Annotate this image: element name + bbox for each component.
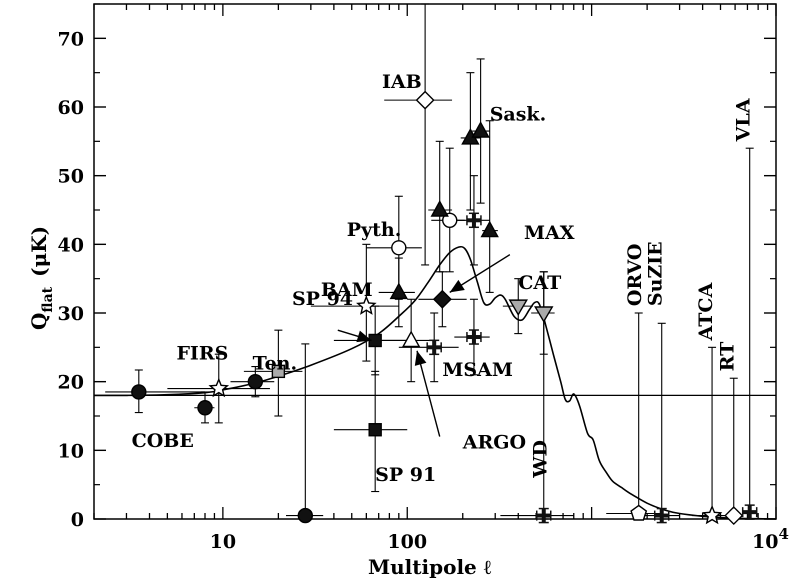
experiment-label: BAM bbox=[321, 279, 373, 301]
cross-marker bbox=[466, 329, 482, 345]
experiment-label: FIRS bbox=[176, 343, 228, 365]
circle-marker bbox=[131, 384, 147, 400]
arrow-head bbox=[414, 350, 427, 366]
plot-frame bbox=[93, 3, 777, 520]
cross-marker-hbar bbox=[466, 335, 481, 340]
x-end-tick-exponent: 4 bbox=[778, 525, 788, 543]
circle-marker bbox=[391, 240, 407, 256]
triangle-marker bbox=[471, 121, 490, 138]
square-marker bbox=[271, 364, 286, 379]
y-tick-label: 10 bbox=[58, 440, 84, 462]
y-axis-label-main: Q bbox=[27, 313, 51, 330]
svg-text:Qflat(μK): Qflat (μK) bbox=[27, 226, 56, 330]
experiment-label: SuZIE bbox=[645, 241, 667, 306]
cross-marker bbox=[741, 504, 758, 520]
x-end-tick-label: 104 bbox=[752, 525, 789, 553]
triangle-down-marker bbox=[534, 306, 554, 323]
y-axis-label: Qflat (μK) bbox=[27, 226, 56, 330]
experiment-label: Pyth. bbox=[347, 219, 402, 241]
triangle-marker bbox=[389, 282, 408, 300]
triangle-marker bbox=[401, 330, 421, 348]
y-tick-label: 0 bbox=[71, 509, 84, 531]
y-tick-label: 50 bbox=[58, 166, 84, 188]
experiment-label: ATCA bbox=[695, 283, 717, 342]
arrow-line bbox=[416, 350, 441, 437]
diamond-marker bbox=[432, 289, 452, 309]
y-tick-label: 60 bbox=[58, 97, 84, 119]
y-tick-label: 40 bbox=[58, 234, 84, 256]
cross-marker bbox=[466, 212, 482, 229]
pentagon-marker bbox=[630, 504, 648, 521]
cross-marker bbox=[653, 507, 670, 524]
triangle-marker bbox=[480, 220, 499, 238]
data-markers bbox=[131, 90, 758, 526]
cross-marker bbox=[426, 339, 442, 356]
cross-marker-hbar bbox=[427, 345, 442, 350]
y-axis-label-unit: (μK) bbox=[27, 226, 51, 277]
experiment-label: VLA bbox=[733, 98, 755, 142]
square-marker bbox=[368, 423, 382, 437]
experiment-label: MAX bbox=[524, 222, 575, 244]
star-marker bbox=[701, 504, 723, 525]
circle-marker bbox=[297, 507, 314, 524]
star-marker bbox=[356, 295, 377, 315]
experiment-label: IAB bbox=[382, 71, 422, 93]
cross-marker-hbar bbox=[654, 513, 669, 518]
triangle-down-marker bbox=[508, 299, 528, 317]
experiment-label: Ten. bbox=[253, 352, 297, 374]
cross-marker bbox=[536, 507, 552, 524]
y-axis-label-sub: flat bbox=[40, 286, 56, 312]
circle-marker bbox=[247, 373, 264, 390]
arrow-head bbox=[449, 279, 465, 293]
experiment-labels: COBE FIRS Ten. SP 94 SP 91 BAM Pyth. IAB Sask. AR… bbox=[132, 71, 755, 486]
cross-marker-hbar bbox=[466, 218, 481, 223]
experiment-label: SP 91 bbox=[375, 464, 436, 486]
axis-ticks: 0 10 20 30 40 50 60 70 10 100 bbox=[58, 3, 777, 553]
x-axis-label: Multipole ℓ bbox=[368, 555, 492, 579]
experiment-label: MSAM bbox=[442, 359, 513, 381]
circle-marker bbox=[197, 400, 213, 416]
experiment-label: ARGO bbox=[462, 431, 526, 453]
y-tick-label: 70 bbox=[58, 28, 84, 50]
experiment-label: ORVO bbox=[624, 244, 646, 307]
plot-area bbox=[93, 3, 777, 520]
experiment-label: COBE bbox=[132, 430, 194, 452]
x-tick-label: 100 bbox=[387, 531, 427, 553]
circle-marker bbox=[442, 212, 458, 229]
y-tick-label: 30 bbox=[58, 303, 84, 325]
x-tick-label: 10 bbox=[210, 531, 236, 553]
cross-marker-hbar bbox=[536, 513, 551, 518]
diamond-marker bbox=[724, 506, 744, 526]
experiment-label: Sask. bbox=[490, 104, 547, 126]
experiment-label: RT bbox=[717, 342, 739, 372]
y-tick-label: 20 bbox=[58, 372, 84, 394]
experiment-label: WD bbox=[530, 440, 552, 479]
arrow-head bbox=[356, 330, 372, 343]
cross-marker-hbar bbox=[742, 510, 757, 515]
model-curve bbox=[93, 245, 777, 520]
star-marker bbox=[208, 377, 230, 398]
diamond-marker bbox=[415, 90, 435, 110]
label-arrows bbox=[337, 254, 511, 437]
experiment-label: CAT bbox=[518, 272, 561, 294]
experiment-label: SP 94 bbox=[292, 288, 353, 310]
triangle-marker bbox=[430, 200, 449, 217]
